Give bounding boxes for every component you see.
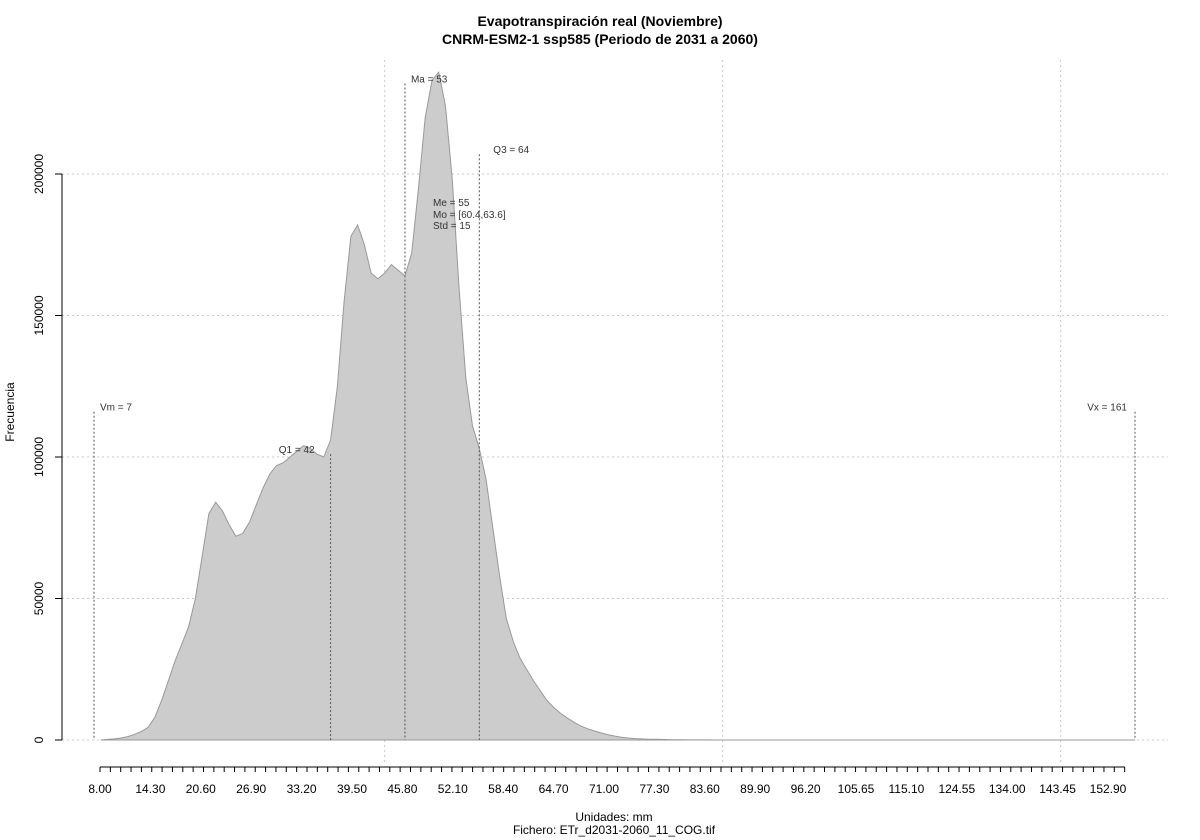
- x-tick-label-0: 8.00: [88, 782, 112, 796]
- stat-std: Std = 15: [433, 221, 471, 232]
- y-tick-label-1: 50000: [32, 581, 46, 615]
- y-tick-label-3: 150000: [32, 295, 46, 335]
- x-tick-label-2: 20.60: [186, 782, 216, 796]
- ref-label-vm: Vm = 7: [100, 403, 132, 414]
- x-tick-label-15: 105.65: [838, 782, 875, 796]
- x-tick-label-5: 39.50: [337, 782, 367, 796]
- y-axis-label: Frecuencia: [3, 382, 17, 442]
- x-tick-label-6: 45.80: [387, 782, 417, 796]
- x-tick-label-19: 143.45: [1039, 782, 1076, 796]
- x-tick-label-7: 52.10: [438, 782, 468, 796]
- x-tick-label-11: 77.30: [639, 782, 669, 796]
- stat-mode: Mo = [60.4,63.6]: [433, 210, 506, 221]
- x-tick-label-14: 96.20: [791, 782, 821, 796]
- file-label: Fichero: ETr_d2031-2060_11_COG.tif: [512, 823, 716, 837]
- x-tick-label-10: 71.00: [589, 782, 619, 796]
- x-tick-label-4: 33.20: [287, 782, 317, 796]
- ref-label-q1: Q1 = 42: [279, 445, 315, 456]
- frequency-area: [100, 70, 1135, 741]
- ref-label-vx: Vx = 161: [1087, 403, 1127, 414]
- x-tick-label-9: 64.70: [539, 782, 569, 796]
- x-tick-label-20: 152.90: [1090, 782, 1127, 796]
- chart-subtitle: CNRM-ESM2-1 ssp585 (Periodo de 2031 a 20…: [442, 31, 758, 47]
- x-tick-label-3: 26.90: [236, 782, 266, 796]
- x-tick-label-16: 115.10: [888, 782, 924, 796]
- x-tick-label-13: 89.90: [740, 782, 770, 796]
- y-axis: 0 50000 100000 150000 200000: [32, 154, 63, 743]
- y-tick-label-2: 100000: [32, 437, 46, 477]
- x-axis: 8.00 14.30 20.60 26.90 33.20 39.50 45.80 52.10 5…: [88, 766, 1127, 796]
- x-tick-label-18: 134.00: [989, 782, 1026, 796]
- x-tick-label-8: 58.40: [488, 782, 518, 796]
- reference-lines: [93, 83, 1136, 740]
- ref-label-q3: Q3 = 64: [493, 145, 529, 156]
- y-tick-label-4: 200000: [32, 154, 46, 194]
- x-tick-label-1: 14.30: [135, 782, 165, 796]
- x-tick-label-12: 83.60: [690, 782, 720, 796]
- y-tick-label-0: 0: [32, 736, 46, 743]
- stat-median: Me = 55: [433, 198, 470, 209]
- x-axis-label: Unidades: mm: [575, 810, 653, 824]
- ref-label-ma: Ma = 53: [411, 74, 448, 85]
- chart-title: Evapotranspiración real (Noviembre): [477, 13, 723, 29]
- x-tick-label-17: 124.55: [938, 782, 975, 796]
- reference-labels: Vm = 7 Q1 = 42 Ma = 53 Q3 = 64 Vx = 161: [100, 74, 1127, 456]
- stats-annotation: Me = 55 Mo = [60.4,63.6] Std = 15: [433, 198, 506, 232]
